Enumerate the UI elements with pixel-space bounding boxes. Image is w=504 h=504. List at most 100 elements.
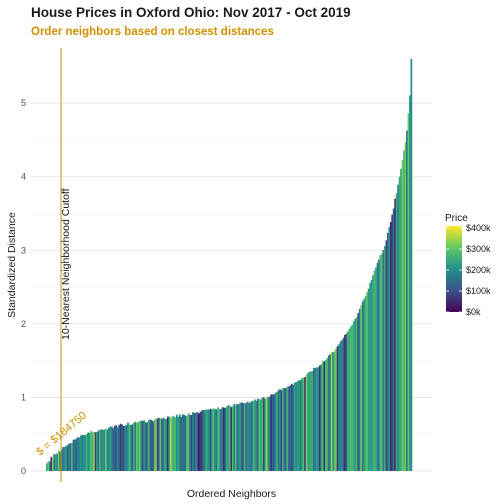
bar xyxy=(59,451,62,471)
bar xyxy=(65,445,67,471)
bar xyxy=(229,405,231,471)
bar xyxy=(347,331,349,471)
chart-title: House Prices in Oxford Ohio: Nov 2017 - … xyxy=(31,5,351,20)
bar xyxy=(271,394,274,471)
bar xyxy=(152,421,154,471)
bar xyxy=(168,416,171,471)
bar xyxy=(192,412,194,471)
legend-label: $300k xyxy=(466,244,491,254)
bar xyxy=(103,429,106,471)
bar xyxy=(295,382,298,471)
bar xyxy=(78,437,81,471)
bar xyxy=(66,445,69,471)
legend-colorbar xyxy=(446,226,462,312)
bar xyxy=(234,405,237,471)
cutoff-label: 10-Nearest Neighborhood Cutoff xyxy=(60,188,72,340)
bar xyxy=(193,412,196,471)
bar xyxy=(206,409,209,471)
bar xyxy=(161,418,163,471)
bar xyxy=(249,402,252,471)
bar xyxy=(150,420,153,471)
bar xyxy=(54,454,57,471)
bar xyxy=(394,198,397,471)
bar xyxy=(202,409,205,471)
bar xyxy=(121,424,123,471)
bar xyxy=(91,432,94,471)
bar xyxy=(183,414,185,471)
bar xyxy=(319,365,321,471)
bar xyxy=(367,288,370,471)
bar xyxy=(174,417,177,471)
bar xyxy=(401,160,404,471)
bar xyxy=(94,432,97,471)
bar xyxy=(358,308,361,471)
bar xyxy=(342,337,345,471)
bar xyxy=(283,387,286,471)
bar xyxy=(203,410,206,471)
bar xyxy=(68,443,70,471)
bar xyxy=(214,409,216,471)
bar xyxy=(218,408,221,471)
bar xyxy=(167,416,169,471)
bar xyxy=(223,407,225,471)
bar xyxy=(217,407,219,471)
y-axis-ticks: 0 1 2 3 4 5 xyxy=(21,98,26,476)
bar xyxy=(159,418,162,471)
bar xyxy=(74,439,76,471)
bar xyxy=(84,435,87,471)
bar xyxy=(199,411,202,471)
y-tick-label: 1 xyxy=(21,392,26,402)
bar xyxy=(392,208,395,471)
bar xyxy=(109,426,112,471)
bar xyxy=(355,317,358,471)
bar xyxy=(391,214,394,471)
bar xyxy=(85,434,88,471)
bar xyxy=(369,282,371,471)
bar xyxy=(175,414,178,471)
bar xyxy=(307,372,309,471)
bar xyxy=(344,334,346,471)
bar xyxy=(127,422,129,471)
bar xyxy=(195,412,197,471)
bar xyxy=(177,416,180,471)
bar xyxy=(87,432,90,471)
bar xyxy=(46,463,48,471)
bar xyxy=(251,401,253,471)
bar xyxy=(128,424,131,471)
bar xyxy=(376,263,379,471)
bar xyxy=(146,422,149,471)
bar xyxy=(196,412,199,471)
bar xyxy=(53,454,56,471)
bar xyxy=(155,418,157,471)
bar xyxy=(310,371,312,471)
bar xyxy=(136,422,138,471)
bar xyxy=(379,255,382,471)
bar xyxy=(360,305,363,471)
bar xyxy=(113,425,116,471)
y-tick-label: 4 xyxy=(21,172,26,182)
bar xyxy=(262,397,265,471)
bar xyxy=(134,421,137,471)
bar xyxy=(76,437,79,471)
bar xyxy=(323,361,326,471)
bars xyxy=(46,58,413,471)
bar xyxy=(400,168,402,471)
bar xyxy=(240,402,243,471)
bar xyxy=(335,348,337,471)
bar xyxy=(264,398,267,471)
y-tick-label: 3 xyxy=(21,245,26,255)
bar xyxy=(200,410,203,471)
bar xyxy=(186,415,188,471)
bar xyxy=(119,423,122,471)
bar xyxy=(258,399,261,471)
bar xyxy=(395,193,398,471)
bar xyxy=(277,390,280,471)
bar xyxy=(227,405,230,471)
bar xyxy=(398,176,401,471)
bar xyxy=(316,367,318,471)
bar xyxy=(373,270,376,471)
bar xyxy=(243,403,246,471)
bar xyxy=(320,364,323,471)
bar xyxy=(382,250,385,471)
bar xyxy=(51,457,54,471)
